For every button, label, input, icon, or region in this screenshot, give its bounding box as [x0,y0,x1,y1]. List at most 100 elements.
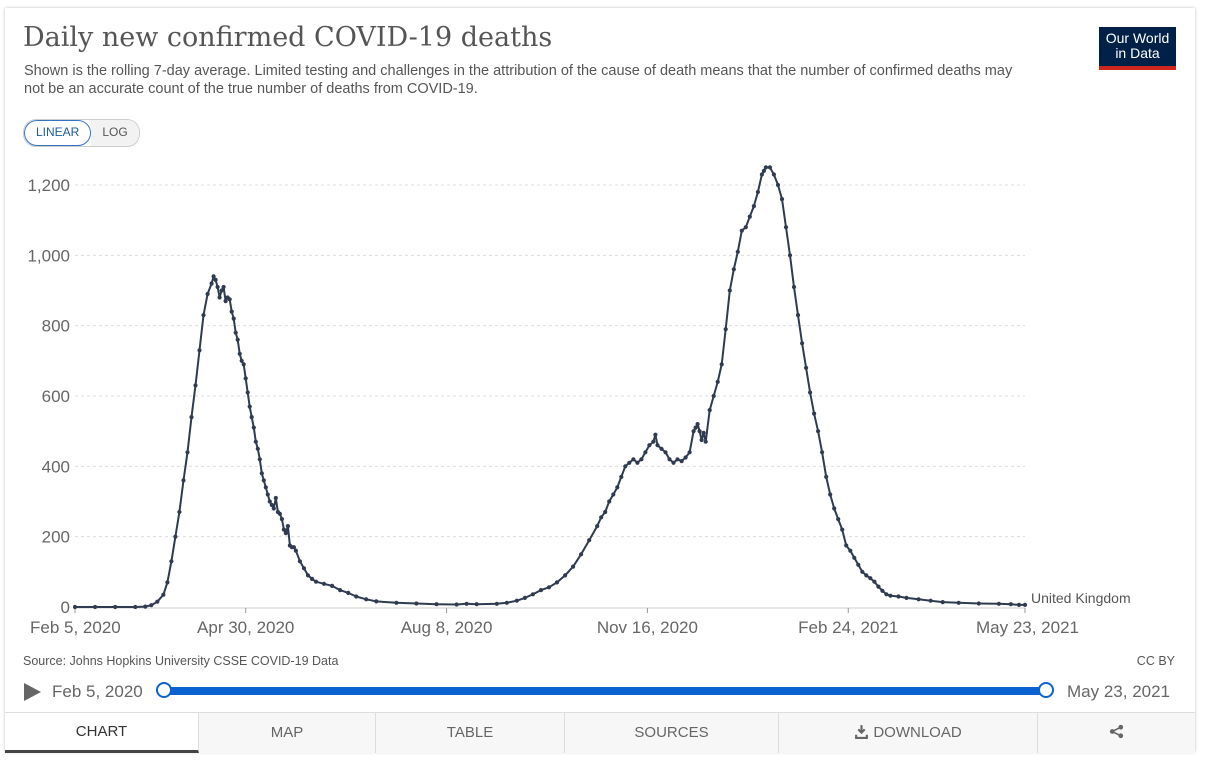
data-point [193,383,198,388]
series-label: United Kingdom [1031,590,1131,606]
data-point [703,439,708,444]
tab-chart[interactable]: CHART [5,713,199,753]
data-point [209,281,214,286]
data-point [93,604,98,610]
data-point [219,288,224,293]
timeline-end-date: May 23, 2021 [1067,682,1171,701]
data-point [241,362,246,367]
data-point [346,590,351,596]
data-point [832,506,837,511]
data-point [755,189,761,195]
data-point [394,600,399,605]
data-point [149,603,154,608]
tab-sources[interactable]: SOURCES [565,713,779,753]
tab-table-label: TABLE [446,724,494,741]
data-point [735,249,740,254]
data-point [301,566,307,571]
data-point [239,358,244,363]
log-scale-button[interactable]: LOG [91,120,139,146]
data-point [414,601,419,606]
linear-scale-button[interactable]: LINEAR [24,120,92,146]
tab-download[interactable]: DOWNLOAD [779,713,1038,753]
timeline-start-handle[interactable] [156,682,172,698]
data-point [667,457,672,462]
data-point [321,581,327,586]
share-icon [1109,724,1124,739]
y-tick-label: 0 [61,598,70,617]
data-point [143,604,148,609]
data-point [795,313,801,318]
data-point [868,576,873,581]
y-tick-label: 800 [42,317,70,336]
data-point [791,284,797,290]
data-point [233,330,238,335]
data-point [474,602,479,607]
data-point [779,197,785,202]
timeline-slider-track[interactable] [163,687,1047,695]
data-point [554,580,560,585]
data-point [763,165,769,170]
data-point [291,545,296,550]
data-point [697,429,702,434]
owid-logo[interactable]: Our World in Data [1099,27,1176,70]
tab-chart-label: CHART [75,723,128,740]
license-link[interactable]: CC BY [1136,654,1175,668]
data-point [255,446,260,451]
data-point [808,390,813,395]
data-point [940,600,945,605]
data-point [619,474,624,479]
data-point [816,429,821,434]
data-point [651,439,656,444]
data-point [271,506,276,511]
line-chart: 0 200 400 600 800 1,000 1,200 Feb 5, 2020 Apr 30… [27,165,1131,637]
data-point [277,511,282,516]
timeline-start-date: Feb 5, 2020 [52,682,143,701]
data-point [767,165,773,170]
data-point [1016,602,1022,608]
data-point [852,555,857,560]
data-point [996,601,1002,606]
tab-map[interactable]: MAP [199,713,376,753]
data-point [904,595,909,601]
source-note[interactable]: Source: Johns Hopkins University CSSE CO… [23,654,339,668]
data-point [727,288,732,293]
data-point [185,450,190,455]
data-point [1022,602,1028,608]
data-point [261,478,266,483]
data-point [273,495,278,501]
data-point [283,531,288,536]
data-point [884,592,889,597]
data-point [836,517,841,522]
data-point [538,588,544,593]
data-point [259,471,264,476]
timeline-end-handle[interactable] [1038,682,1054,698]
tab-share[interactable] [1038,713,1195,753]
data-point [643,450,648,455]
data-point [659,446,664,451]
data-point [693,425,698,430]
data-point [759,172,765,177]
data-point [279,517,284,522]
data-point [464,601,469,606]
x-tick-label: Feb 24, 2021 [798,618,898,637]
data-point [249,415,254,420]
data-point [243,376,248,381]
data-point [595,524,600,529]
data-point [623,464,628,469]
data-point [647,443,652,448]
data-point [494,601,499,606]
x-tick-label: Aug 8, 2020 [401,618,493,637]
play-icon[interactable] [24,683,41,701]
data-point [267,499,272,504]
data-point [169,559,174,564]
y-tick-label: 1,000 [27,246,70,265]
data-point [860,569,865,574]
data-point [571,564,576,569]
data-point [761,168,767,173]
tab-map-label: MAP [270,724,304,741]
tab-table[interactable]: TABLE [376,713,565,753]
data-point [253,439,258,444]
data-point [251,425,256,430]
data-point [354,594,359,599]
data-point [229,309,234,314]
